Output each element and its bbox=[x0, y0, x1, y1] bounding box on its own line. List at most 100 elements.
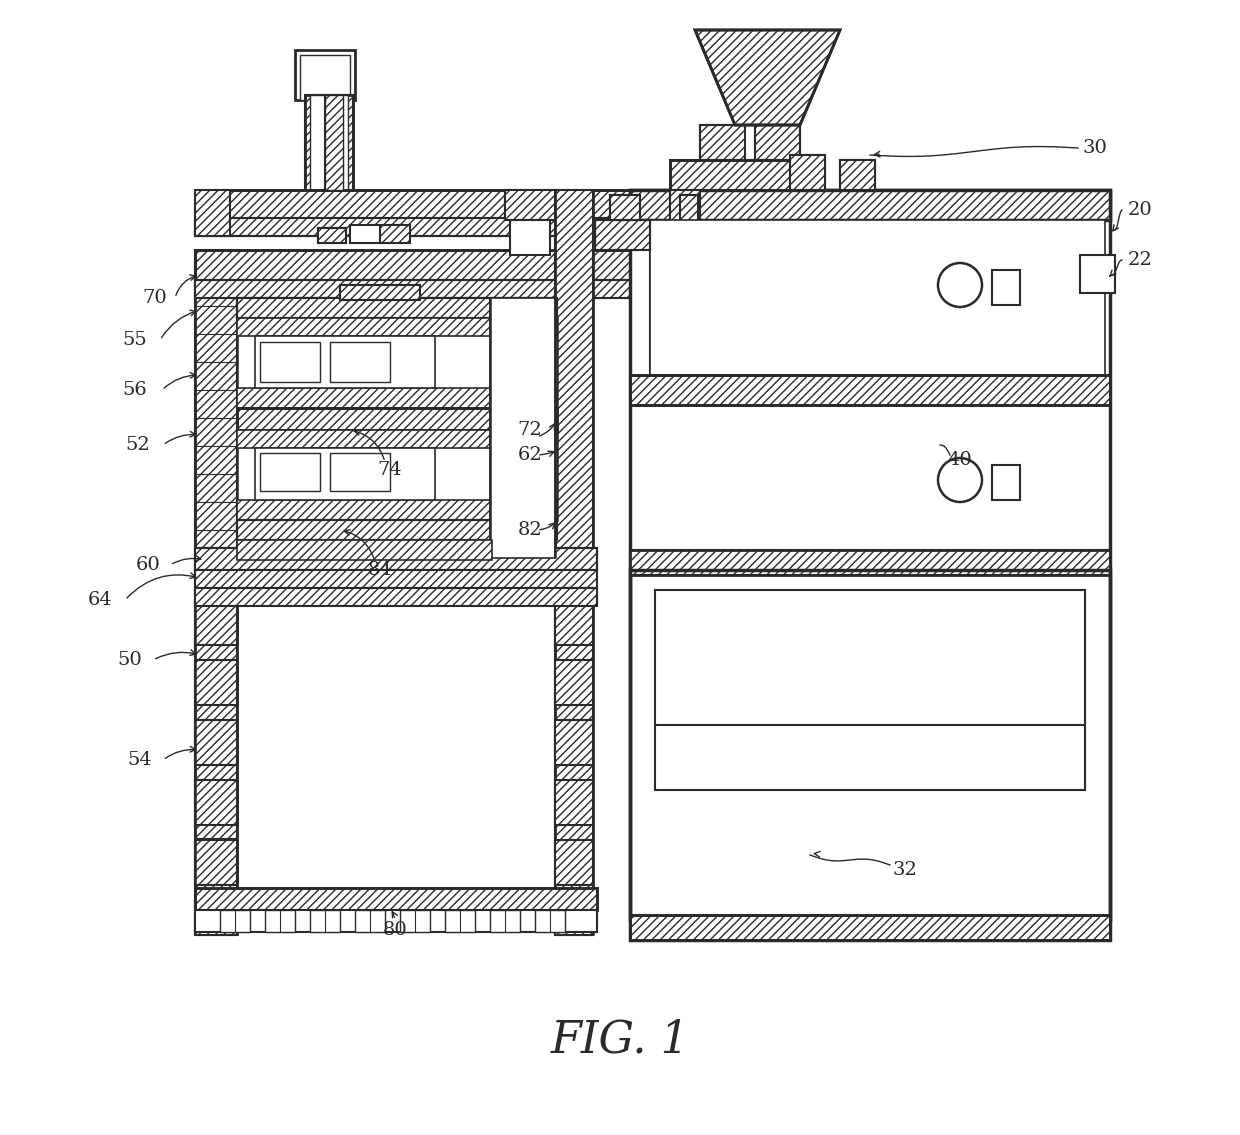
Text: 56: 56 bbox=[123, 381, 148, 400]
Circle shape bbox=[937, 459, 982, 502]
Bar bbox=[237, 501, 557, 520]
Bar bbox=[305, 95, 353, 230]
Bar bbox=[317, 228, 346, 243]
Bar bbox=[237, 299, 557, 318]
Bar bbox=[630, 190, 1110, 220]
Bar bbox=[195, 190, 229, 236]
Bar bbox=[379, 225, 410, 243]
Bar bbox=[595, 220, 650, 250]
Bar bbox=[670, 190, 701, 230]
Bar bbox=[195, 588, 596, 606]
Text: 30: 30 bbox=[1083, 138, 1107, 157]
Bar bbox=[839, 160, 875, 190]
Bar bbox=[839, 160, 875, 190]
Bar bbox=[237, 430, 557, 520]
Bar bbox=[556, 840, 593, 885]
Bar bbox=[195, 190, 640, 218]
Bar bbox=[237, 520, 557, 540]
Bar bbox=[350, 225, 410, 243]
Bar bbox=[670, 190, 701, 230]
Text: 84: 84 bbox=[367, 561, 392, 579]
Text: 20: 20 bbox=[1127, 201, 1152, 219]
Bar bbox=[237, 430, 557, 448]
Bar bbox=[701, 125, 800, 160]
Bar bbox=[505, 190, 556, 220]
Bar bbox=[680, 195, 698, 375]
Bar bbox=[755, 125, 800, 160]
Bar bbox=[237, 388, 557, 407]
Bar bbox=[195, 896, 237, 935]
Bar bbox=[237, 299, 557, 318]
Bar bbox=[670, 160, 805, 190]
Bar bbox=[650, 220, 1100, 380]
Text: 55: 55 bbox=[123, 331, 148, 348]
Text: 62: 62 bbox=[517, 446, 542, 464]
Bar bbox=[237, 318, 557, 407]
Bar bbox=[556, 780, 593, 825]
Bar bbox=[195, 840, 237, 885]
Bar bbox=[556, 896, 593, 935]
Bar bbox=[195, 218, 640, 236]
Bar bbox=[340, 285, 420, 300]
Bar bbox=[505, 190, 556, 220]
Bar bbox=[195, 659, 237, 705]
Bar bbox=[556, 659, 593, 705]
Bar bbox=[195, 250, 640, 280]
Bar bbox=[680, 195, 698, 375]
Bar bbox=[490, 910, 520, 932]
Bar bbox=[992, 465, 1021, 501]
Bar bbox=[237, 407, 557, 430]
Bar bbox=[445, 910, 475, 932]
Bar bbox=[310, 910, 340, 932]
Bar bbox=[1080, 255, 1115, 293]
Text: 32: 32 bbox=[893, 861, 918, 878]
Bar bbox=[195, 888, 596, 910]
Bar bbox=[237, 318, 557, 336]
Bar bbox=[630, 550, 1110, 575]
Bar bbox=[534, 910, 565, 932]
Bar bbox=[355, 910, 384, 932]
Bar bbox=[670, 160, 805, 190]
Bar bbox=[630, 915, 1110, 940]
Text: 70: 70 bbox=[143, 289, 167, 306]
Bar bbox=[195, 888, 596, 910]
Text: 60: 60 bbox=[135, 556, 160, 574]
Bar bbox=[255, 448, 435, 501]
Bar bbox=[310, 95, 348, 225]
Bar bbox=[630, 570, 1110, 920]
Bar bbox=[630, 190, 1110, 940]
Bar bbox=[992, 270, 1021, 305]
Bar bbox=[237, 407, 557, 430]
Bar bbox=[790, 155, 825, 190]
Bar bbox=[340, 285, 420, 300]
Bar bbox=[195, 548, 596, 570]
Bar bbox=[237, 540, 492, 560]
Bar bbox=[237, 291, 262, 310]
Bar bbox=[195, 190, 640, 218]
Text: 54: 54 bbox=[128, 751, 153, 770]
Circle shape bbox=[937, 263, 982, 306]
Bar bbox=[330, 453, 391, 491]
Text: 52: 52 bbox=[125, 436, 150, 454]
Bar bbox=[195, 910, 596, 932]
Bar bbox=[701, 125, 745, 160]
Bar bbox=[260, 342, 320, 382]
Bar bbox=[650, 220, 1105, 375]
Bar bbox=[630, 915, 1110, 940]
Bar bbox=[401, 910, 430, 932]
Bar bbox=[655, 590, 1085, 790]
Bar bbox=[630, 375, 1110, 405]
Bar bbox=[300, 54, 350, 100]
Text: 80: 80 bbox=[383, 920, 408, 939]
Bar bbox=[790, 155, 825, 190]
Bar bbox=[265, 910, 295, 932]
Bar bbox=[310, 95, 348, 225]
Text: 64: 64 bbox=[88, 591, 113, 609]
Bar bbox=[305, 95, 353, 230]
Bar bbox=[330, 342, 391, 382]
Bar bbox=[260, 453, 320, 491]
Bar bbox=[610, 195, 640, 220]
Bar bbox=[195, 218, 640, 236]
Bar bbox=[325, 95, 343, 190]
Bar bbox=[630, 550, 1110, 575]
